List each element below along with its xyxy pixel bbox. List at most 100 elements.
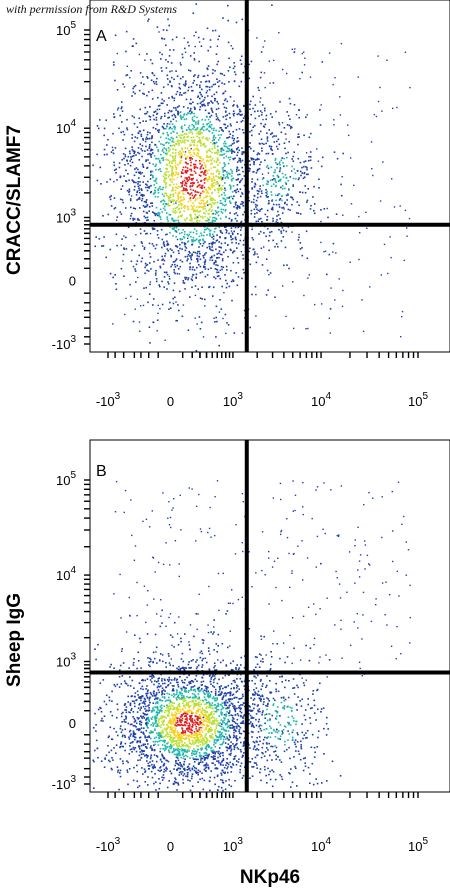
event-dot [180, 154, 182, 157]
event-dot [184, 734, 186, 736]
event-dot [209, 46, 212, 48]
event-dot [321, 156, 324, 159]
event-dot [222, 17, 224, 19]
event-dot [290, 196, 292, 198]
event-dot [196, 191, 198, 193]
event-dot [236, 696, 238, 699]
event-dot [206, 201, 209, 203]
event-dot [196, 698, 199, 700]
event-dot [267, 172, 270, 174]
event-dot [199, 239, 201, 241]
event-dot [208, 169, 210, 171]
event-dot [205, 177, 208, 179]
event-dot [138, 189, 141, 191]
event-dot [177, 112, 179, 115]
event-dot [197, 74, 200, 77]
event-dot [276, 194, 279, 197]
event-dot [313, 203, 316, 205]
event-dot [96, 179, 99, 182]
event-dot [214, 758, 217, 760]
event-dot [208, 242, 211, 245]
event-dot [138, 196, 141, 199]
event-dot [147, 153, 149, 156]
event-dot [303, 165, 305, 168]
event-dot [254, 159, 257, 161]
event-dot [195, 159, 197, 162]
event-dot [144, 743, 146, 746]
event-dot [133, 244, 136, 247]
event-dot [260, 51, 263, 53]
event-dot [174, 166, 177, 169]
event-dot [122, 260, 124, 262]
event-dot [176, 731, 178, 733]
event-dot [209, 235, 211, 237]
event-dot [280, 232, 283, 234]
event-dot [199, 84, 201, 87]
event-dot [209, 150, 212, 153]
event-dot [202, 75, 205, 78]
event-dot [163, 276, 166, 278]
event-dot [139, 741, 142, 744]
event-dot [184, 139, 187, 141]
event-dot [138, 321, 141, 323]
event-dot [186, 178, 188, 181]
event-dot [161, 150, 164, 152]
event-dot [265, 686, 267, 688]
event-dot [241, 178, 244, 180]
event-dot [204, 80, 207, 83]
event-dot [225, 746, 228, 748]
event-dot [287, 114, 290, 117]
event-dot [166, 123, 169, 125]
event-dot [161, 246, 163, 249]
event-dot [261, 685, 264, 687]
event-dot [196, 135, 198, 138]
event-dot [140, 757, 142, 759]
event-dot [148, 765, 151, 767]
event-dot [129, 164, 132, 167]
event-dot [188, 763, 191, 765]
event-dot [148, 697, 151, 699]
event-dot [153, 82, 156, 85]
event-dot [291, 158, 293, 160]
event-dot [181, 148, 184, 151]
event-dot [277, 148, 279, 150]
event-dot [248, 146, 251, 148]
event-dot [189, 214, 191, 217]
event-dot [400, 336, 402, 338]
event-dot [214, 29, 217, 32]
event-dot [113, 180, 115, 183]
event-dot [147, 657, 149, 659]
event-dot [192, 240, 194, 243]
event-dot [125, 180, 128, 183]
event-dot [278, 179, 281, 181]
event-dot [203, 99, 205, 101]
event-dot [195, 613, 198, 615]
event-dot [221, 285, 223, 288]
event-dot [211, 132, 214, 134]
event-dot [128, 753, 131, 755]
event-dot [242, 170, 244, 173]
event-dot [125, 30, 128, 33]
event-dot [225, 226, 227, 228]
event-dot [132, 664, 135, 666]
event-dot [229, 173, 231, 175]
event-dot [179, 94, 181, 96]
event-dot [213, 254, 216, 257]
event-dot [125, 236, 127, 239]
event-dot [220, 211, 223, 213]
event-dot [179, 243, 181, 246]
event-dot [203, 197, 205, 199]
event-dot [197, 181, 199, 184]
event-dot [154, 698, 156, 701]
event-dot [208, 285, 211, 288]
event-dot [156, 701, 159, 703]
event-dot [220, 691, 223, 694]
event-dot [186, 180, 189, 183]
event-dot [129, 76, 131, 79]
event-dot [195, 206, 198, 208]
event-dot [173, 702, 175, 705]
event-dot [168, 197, 170, 200]
event-dot [179, 718, 181, 720]
event-dot [332, 251, 334, 253]
event-dot [119, 664, 122, 667]
